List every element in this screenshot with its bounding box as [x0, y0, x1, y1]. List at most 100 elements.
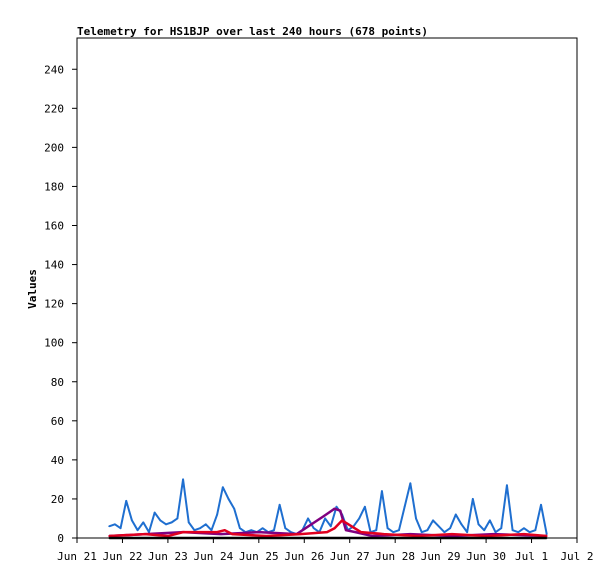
x-tick-label: Jul 1 [515, 550, 548, 563]
data-point [358, 517, 361, 520]
data-point [451, 535, 453, 537]
y-tick-label: 140 [44, 259, 64, 272]
data-point [443, 531, 446, 534]
series-4 [108, 536, 548, 540]
data-point [485, 535, 487, 537]
data-point [159, 519, 162, 522]
y-tick-label: 80 [51, 376, 64, 389]
data-point [545, 533, 548, 535]
data-point [210, 529, 213, 532]
data-point [131, 519, 133, 522]
data-point [170, 521, 173, 524]
data-point [371, 535, 374, 537]
data-point [250, 529, 253, 532]
data-point [182, 531, 184, 534]
data-point [307, 517, 309, 520]
data-point [108, 535, 111, 537]
x-tick-label: Jun 29 [421, 550, 461, 563]
y-tick-label: 100 [44, 337, 64, 350]
y-tick-label: 180 [44, 180, 64, 193]
data-point [223, 529, 226, 532]
data-point [119, 527, 122, 530]
y-tick-label: 40 [51, 454, 64, 467]
data-point [454, 513, 457, 516]
data-point [511, 529, 514, 532]
chart-title: Telemetry for HS1BJP over last 240 hours… [77, 25, 428, 38]
y-axis-label: Values [26, 269, 39, 309]
data-point [113, 523, 116, 526]
data-point [382, 533, 385, 535]
data-point [327, 511, 330, 514]
data-point [312, 527, 315, 530]
data-point [398, 529, 400, 532]
data-point [392, 531, 395, 534]
data-point [426, 529, 429, 532]
data-point [460, 523, 463, 526]
data-point [540, 503, 542, 506]
x-tick-label: Jun 30 [466, 550, 506, 563]
series-layer [108, 478, 548, 540]
data-point [324, 517, 327, 520]
data-point [322, 515, 325, 518]
data-point [417, 535, 419, 537]
data-point [466, 531, 469, 534]
data-point [375, 529, 378, 532]
data-point [523, 527, 525, 530]
x-tick-label: Jun 22 [103, 550, 143, 563]
data-point [144, 533, 147, 535]
data-point [216, 531, 219, 534]
y-tick-label: 240 [44, 63, 64, 76]
data-point [227, 498, 230, 500]
data-point [523, 533, 525, 535]
series-3 [108, 519, 548, 538]
data-point [500, 527, 503, 530]
data-point [257, 531, 260, 534]
data-point [153, 511, 156, 514]
data-point [477, 523, 480, 526]
data-point [265, 535, 268, 537]
data-point [216, 513, 219, 516]
data-point [528, 531, 531, 534]
data-point [193, 529, 196, 532]
data-point [339, 509, 342, 512]
data-point [363, 505, 366, 508]
y-tick-label: 200 [44, 141, 64, 154]
data-point [437, 525, 440, 528]
x-tick-label: Jun 28 [375, 550, 415, 563]
data-point [545, 537, 548, 539]
data-point [449, 527, 452, 530]
x-tick-label: Jun 24 [193, 550, 233, 563]
data-point [354, 531, 357, 534]
series-line [108, 478, 548, 536]
data-point [125, 499, 128, 502]
data-point [299, 533, 302, 535]
data-point [432, 519, 434, 522]
data-point [148, 531, 150, 534]
data-point [409, 482, 412, 485]
data-point [142, 521, 145, 524]
y-tick-label: 120 [44, 298, 64, 311]
data-point [420, 531, 423, 534]
x-tick-label: Jun 21 [57, 550, 97, 563]
data-point [333, 527, 336, 530]
data-point [494, 531, 497, 534]
y-tick-label: 160 [44, 220, 64, 233]
data-point [360, 531, 362, 534]
data-point [231, 533, 234, 535]
plot-area-frame [76, 37, 578, 539]
x-axis: Jun 21 Jun 22 Jun 23 Jun 24 Jun 25 Jun 26 Jun … [57, 538, 594, 563]
data-point [273, 529, 275, 532]
data-point [333, 507, 336, 510]
data-point [329, 525, 332, 528]
data-point [403, 505, 406, 508]
data-point [534, 529, 537, 532]
y-tick-label: 0 [57, 532, 64, 545]
y-axis: 0 20 40 60 80 100 120 140 160 180 200 220 240 [44, 63, 77, 545]
x-tick-label: Jun 27 [330, 550, 370, 563]
y-tick-label: 20 [51, 493, 64, 506]
x-tick-label: Jul 2 [560, 550, 593, 563]
data-point [471, 498, 474, 500]
data-point [167, 535, 169, 537]
data-point [187, 521, 190, 524]
